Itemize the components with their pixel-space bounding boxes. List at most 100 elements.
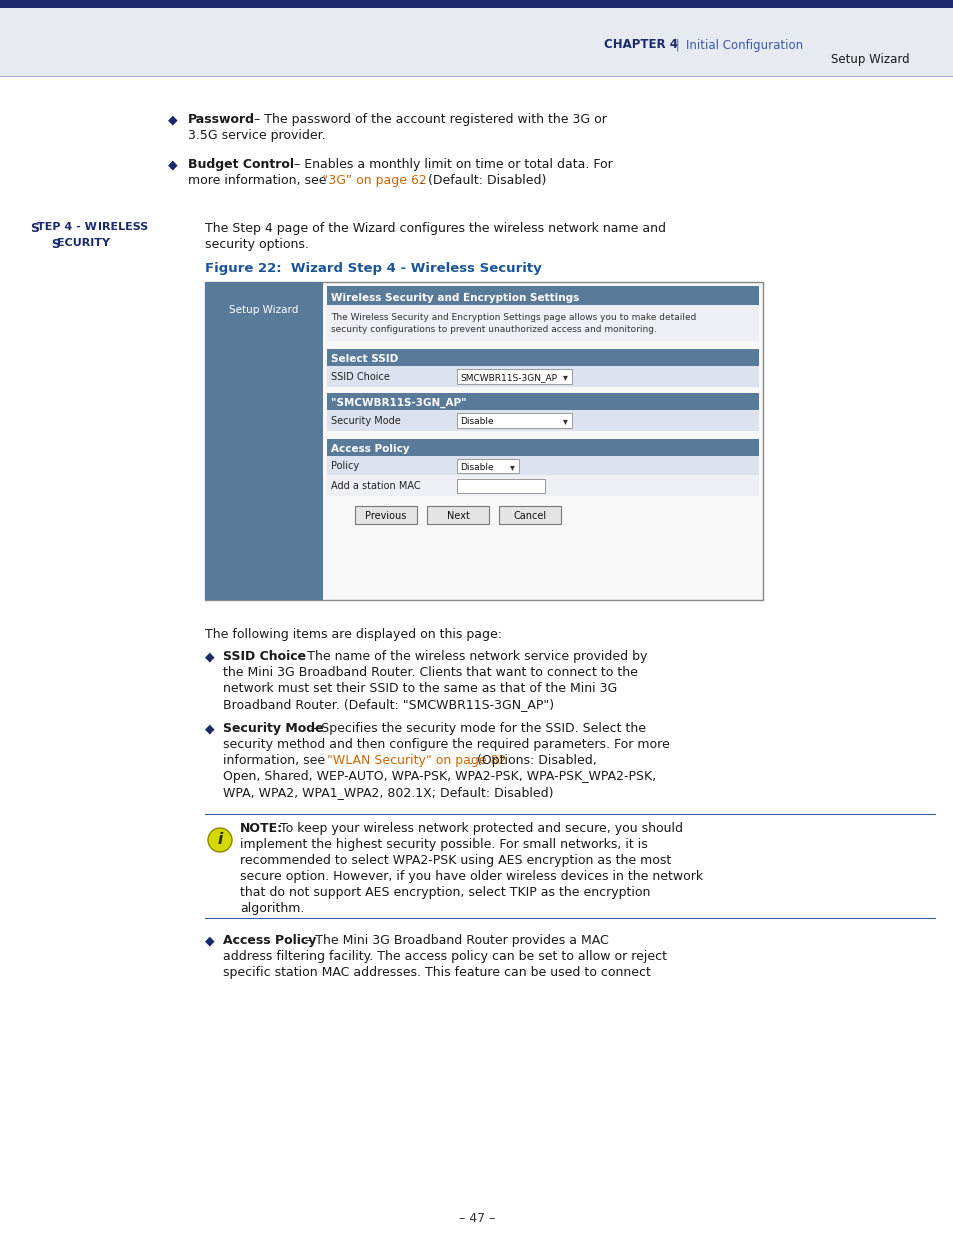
- Text: – Enables a monthly limit on time or total data. For: – Enables a monthly limit on time or tot…: [290, 158, 612, 170]
- Text: TEP 4 - W: TEP 4 - W: [37, 222, 97, 232]
- Text: – The Mini 3G Broadband Router provides a MAC: – The Mini 3G Broadband Router provides …: [301, 934, 608, 947]
- Text: the Mini 3G Broadband Router. Clients that want to connect to the: the Mini 3G Broadband Router. Clients th…: [223, 666, 638, 679]
- Text: security method and then configure the required parameters. For more: security method and then configure the r…: [223, 739, 669, 751]
- Text: Disable: Disable: [459, 462, 493, 472]
- Text: security options.: security options.: [205, 238, 309, 251]
- Circle shape: [208, 827, 232, 852]
- Text: – The name of the wireless network service provided by: – The name of the wireless network servi…: [293, 650, 647, 663]
- Text: ▾: ▾: [562, 416, 567, 426]
- Text: C: C: [639, 37, 647, 47]
- Text: |: |: [671, 38, 682, 52]
- Text: – The password of the account registered with the 3G or: – The password of the account registered…: [250, 112, 606, 126]
- Bar: [0, 0, 953, 7]
- Bar: [327, 350, 759, 366]
- Text: The Step 4 page of the Wizard configures the wireless network name and: The Step 4 page of the Wizard configures…: [205, 222, 665, 235]
- Text: Initial Configuration: Initial Configuration: [718, 37, 827, 47]
- Text: Password: Password: [188, 112, 254, 126]
- Text: C: C: [929, 37, 937, 47]
- Text: ◆: ◆: [168, 158, 177, 170]
- Text: Add a station MAC: Add a station MAC: [331, 480, 420, 492]
- Text: HAPTER 4: HAPTER 4: [646, 37, 698, 47]
- Text: The Wireless Security and Encryption Settings page allows you to make detailed: The Wireless Security and Encryption Set…: [331, 312, 696, 322]
- Text: CHAPTER 4: CHAPTER 4: [603, 38, 678, 52]
- Text: “3G” on page 62: “3G” on page 62: [322, 174, 426, 186]
- Text: |: |: [700, 37, 717, 47]
- Bar: [498, 506, 560, 524]
- Text: WPA, WPA2, WPA1_WPA2, 802.1X; Default: Disabled): WPA, WPA2, WPA1_WPA2, 802.1X; Default: D…: [223, 785, 553, 799]
- Text: Wireless Security and Encryption Settings: Wireless Security and Encryption Setting…: [331, 293, 578, 303]
- Text: ECURITY: ECURITY: [57, 238, 110, 248]
- Text: IRELESS: IRELESS: [98, 222, 148, 232]
- Text: Setup Wizard: Setup Wizard: [720, 53, 793, 63]
- Text: Security Mode: Security Mode: [331, 416, 400, 426]
- Text: "WLAN Security" on page 82: "WLAN Security" on page 82: [327, 755, 506, 767]
- Text: "SMCWBR11S-3GN_AP": "SMCWBR11S-3GN_AP": [331, 398, 466, 408]
- Text: Setup Wizard: Setup Wizard: [229, 305, 298, 315]
- Text: Policy: Policy: [331, 461, 358, 471]
- Text: Open, Shared, WEP-AUTO, WPA-PSK, WPA2-PSK, WPA-PSK_WPA2-PSK,: Open, Shared, WEP-AUTO, WPA-PSK, WPA2-PS…: [223, 769, 656, 783]
- Text: – 47 –: – 47 –: [458, 1212, 495, 1224]
- Text: SSID Choice: SSID Choice: [223, 650, 306, 663]
- Text: SMCWBR11S-3GN_AP: SMCWBR11S-3GN_AP: [459, 373, 557, 382]
- Text: specific station MAC addresses. This feature can be used to connect: specific station MAC addresses. This fea…: [223, 966, 650, 979]
- Text: 3.5G service provider.: 3.5G service provider.: [188, 128, 325, 142]
- Text: HAPTER 4: HAPTER 4: [929, 37, 953, 47]
- Text: algorithm.: algorithm.: [240, 902, 304, 915]
- Bar: [0, 75, 953, 77]
- Bar: [0, 0, 953, 7]
- Text: Figure 22:  Wizard Step 4 - Wireless Security: Figure 22: Wizard Step 4 - Wireless Secu…: [205, 262, 541, 275]
- Text: Budget Control: Budget Control: [188, 158, 294, 170]
- Bar: [456, 459, 518, 473]
- Text: that do not support AES encryption, select TKIP as the encryption: that do not support AES encryption, sele…: [240, 885, 650, 899]
- Bar: [456, 479, 544, 493]
- Text: SSID Choice: SSID Choice: [331, 372, 390, 382]
- Bar: [327, 456, 759, 475]
- Bar: [205, 282, 323, 600]
- Text: . (Options: Disabled,: . (Options: Disabled,: [469, 755, 597, 767]
- Text: implement the highest security possible. For small networks, it is: implement the highest security possible.…: [240, 839, 647, 851]
- Bar: [327, 410, 759, 431]
- Bar: [456, 369, 572, 384]
- Text: Setup Wizard: Setup Wizard: [830, 53, 908, 67]
- Bar: [0, 0, 953, 77]
- Bar: [0, 0, 953, 75]
- Text: The following items are displayed on this page:: The following items are displayed on thi…: [205, 629, 501, 641]
- Text: – Specifies the security mode for the SSID. Select the: – Specifies the security mode for the SS…: [307, 722, 645, 735]
- Text: Broadband Router. (Default: "SMCWBR11S-3GN_AP"): Broadband Router. (Default: "SMCWBR11S-3…: [223, 698, 554, 711]
- Bar: [0, 0, 953, 77]
- Bar: [0, 74, 953, 77]
- Text: information, see: information, see: [223, 755, 329, 767]
- Text: Next: Next: [446, 511, 469, 521]
- Text: ▾: ▾: [509, 462, 514, 472]
- Bar: [327, 305, 759, 341]
- Bar: [327, 438, 759, 456]
- Text: Select SSID: Select SSID: [331, 354, 397, 364]
- Text: . (Default: Disabled): . (Default: Disabled): [419, 174, 546, 186]
- Text: ◆: ◆: [205, 650, 214, 663]
- Bar: [355, 506, 416, 524]
- Text: i: i: [217, 832, 222, 847]
- Bar: [427, 506, 489, 524]
- Text: ◆: ◆: [205, 934, 214, 947]
- Bar: [327, 287, 759, 305]
- Text: Security Mode: Security Mode: [223, 722, 323, 735]
- Text: To keep your wireless network protected and secure, you should: To keep your wireless network protected …: [275, 823, 682, 835]
- Text: ◆: ◆: [168, 112, 177, 126]
- Text: Cancel: Cancel: [513, 511, 546, 521]
- Text: ▾: ▾: [562, 373, 567, 383]
- Text: Access Policy: Access Policy: [331, 445, 409, 454]
- Bar: [205, 282, 762, 600]
- Text: Disable: Disable: [459, 417, 493, 426]
- Bar: [0, 0, 953, 7]
- Text: Previous: Previous: [365, 511, 406, 521]
- Text: S: S: [30, 238, 61, 251]
- Text: network must set their SSID to the same as that of the Mini 3G: network must set their SSID to the same …: [223, 682, 617, 695]
- Text: Access Policy: Access Policy: [223, 934, 316, 947]
- Bar: [456, 412, 572, 429]
- Text: more information, see: more information, see: [188, 174, 330, 186]
- Text: NOTE:: NOTE:: [240, 823, 283, 835]
- Text: C: C: [589, 37, 598, 51]
- Text: CHAPTER 4: CHAPTER 4: [860, 40, 929, 49]
- Text: security configurations to prevent unauthorized access and monitoring.: security configurations to prevent unaut…: [331, 325, 657, 333]
- Bar: [327, 366, 759, 387]
